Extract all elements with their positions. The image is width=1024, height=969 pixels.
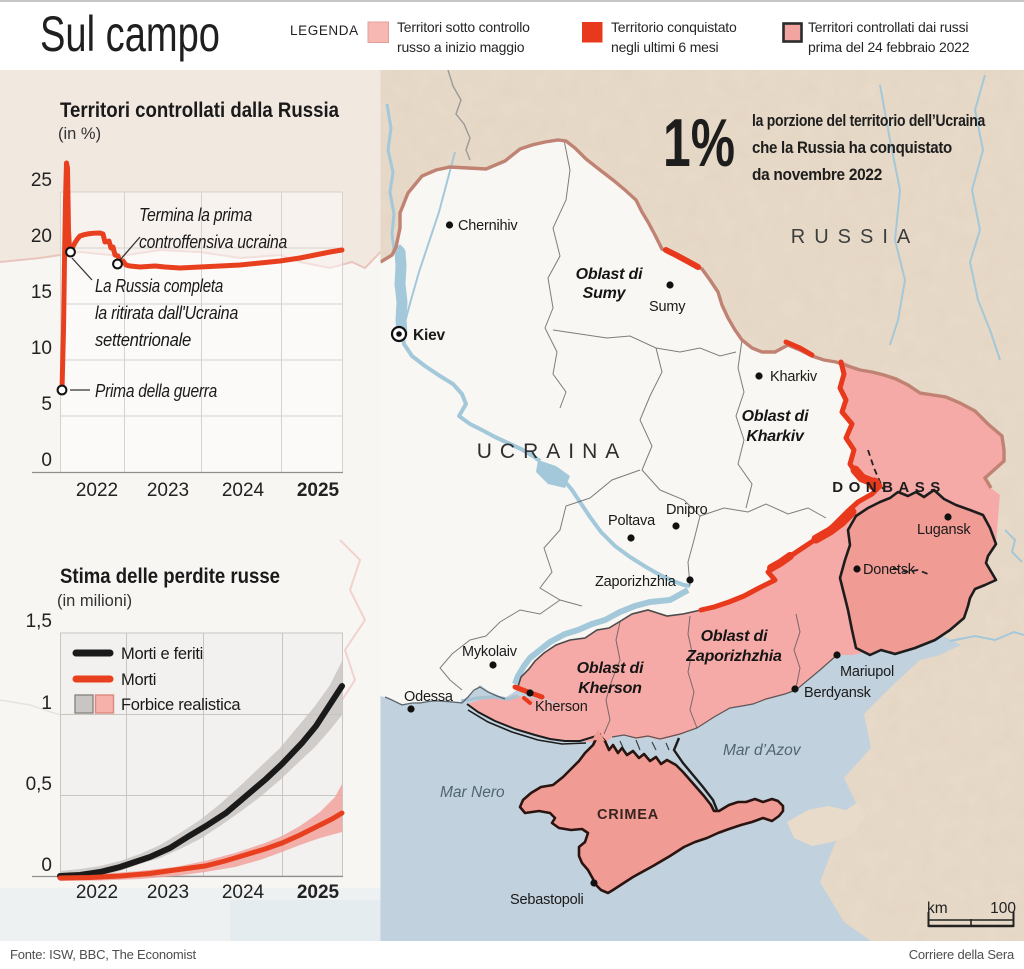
svg-text:2022: 2022 <box>76 480 118 501</box>
svg-text:Oblast di: Oblast di <box>742 408 809 425</box>
svg-text:Prima della guerra: Prima della guerra <box>95 381 217 401</box>
svg-text:2024: 2024 <box>222 882 265 903</box>
svg-text:Dnipro: Dnipro <box>666 502 708 518</box>
svg-text:controffensiva ucraina: controffensiva ucraina <box>139 232 287 252</box>
svg-text:5: 5 <box>41 394 52 415</box>
svg-text:Morti: Morti <box>121 671 156 689</box>
svg-text:LEGENDA: LEGENDA <box>290 23 359 38</box>
svg-text:Donetsk: Donetsk <box>863 562 916 578</box>
svg-text:Chernihiv: Chernihiv <box>458 218 518 234</box>
svg-text:(in %): (in %) <box>58 125 101 143</box>
svg-text:Sumy: Sumy <box>649 299 686 315</box>
svg-text:0: 0 <box>41 450 52 471</box>
svg-text:Sebastopoli: Sebastopoli <box>510 892 584 908</box>
svg-text:(in milioni): (in milioni) <box>57 592 132 610</box>
svg-text:2023: 2023 <box>147 882 189 903</box>
svg-text:2023: 2023 <box>147 480 189 501</box>
svg-text:Kherson: Kherson <box>535 699 588 715</box>
svg-text:2024: 2024 <box>222 480 265 501</box>
svg-text:Oblast di: Oblast di <box>701 628 768 645</box>
svg-text:Zaporizhzhia: Zaporizhzhia <box>685 648 782 665</box>
svg-text:2022: 2022 <box>76 882 118 903</box>
svg-text:Oblast di: Oblast di <box>576 266 643 283</box>
svg-text:Berdyansk: Berdyansk <box>804 685 872 701</box>
svg-text:1: 1 <box>41 693 52 714</box>
svg-text:Forbice realistica: Forbice realistica <box>121 696 241 714</box>
svg-text:la ritirata dall'Ucraina: la ritirata dall'Ucraina <box>95 303 238 323</box>
svg-text:2025: 2025 <box>297 882 340 903</box>
svg-text:Termina la prima: Termina la prima <box>139 205 252 225</box>
svg-text:Odessa: Odessa <box>404 689 454 705</box>
svg-text:0,5: 0,5 <box>26 774 52 795</box>
svg-text:Mar d’Azov: Mar d’Azov <box>723 742 802 759</box>
svg-text:Kiev: Kiev <box>413 327 446 344</box>
svg-text:Territori controllati dalla Ru: Territori controllati dalla Russia <box>60 98 340 122</box>
svg-text:UCRAINA: UCRAINA <box>477 440 628 463</box>
svg-text:RUSSIA: RUSSIA <box>791 226 919 248</box>
svg-text:la porzione del territorio del: la porzione del territorio dell’Ucraina <box>752 112 986 130</box>
svg-text:km: km <box>927 900 948 917</box>
svg-text:1%: 1% <box>663 105 735 181</box>
svg-text:Mariupol: Mariupol <box>840 664 894 680</box>
svg-text:2025: 2025 <box>297 480 340 501</box>
svg-text:100: 100 <box>990 900 1016 917</box>
svg-text:Zaporizhzhia: Zaporizhzhia <box>595 574 677 590</box>
svg-text:DONBASS: DONBASS <box>832 479 946 496</box>
svg-text:Mar Nero: Mar Nero <box>440 784 505 801</box>
svg-text:da novembre 2022: da novembre 2022 <box>752 166 882 184</box>
svg-text:Kherson: Kherson <box>578 680 642 697</box>
svg-text:settentrionale: settentrionale <box>95 330 191 350</box>
svg-text:Sumy: Sumy <box>583 285 627 302</box>
svg-text:Poltava: Poltava <box>608 513 656 529</box>
svg-text:20: 20 <box>31 226 52 247</box>
svg-text:Kharkiv: Kharkiv <box>770 369 818 385</box>
svg-text:Lugansk: Lugansk <box>917 522 971 538</box>
svg-text:Stima delle perdite russe: Stima delle perdite russe <box>60 564 280 588</box>
svg-text:Oblast di: Oblast di <box>577 660 644 677</box>
svg-text:Sul campo: Sul campo <box>40 6 220 62</box>
svg-text:1,5: 1,5 <box>26 611 52 632</box>
svg-text:Mykolaiv: Mykolaiv <box>462 644 518 660</box>
svg-text:che la Russia ha conquistato: che la Russia ha conquistato <box>752 139 952 157</box>
svg-text:Morti e feriti: Morti e feriti <box>121 645 203 663</box>
svg-text:10: 10 <box>31 338 52 359</box>
svg-text:0: 0 <box>41 855 52 876</box>
svg-text:25: 25 <box>31 170 52 191</box>
svg-text:La Russia completa: La Russia completa <box>95 276 223 296</box>
svg-text:Kharkiv: Kharkiv <box>746 428 805 445</box>
svg-text:CRIMEA: CRIMEA <box>597 807 659 823</box>
svg-text:15: 15 <box>31 282 52 303</box>
